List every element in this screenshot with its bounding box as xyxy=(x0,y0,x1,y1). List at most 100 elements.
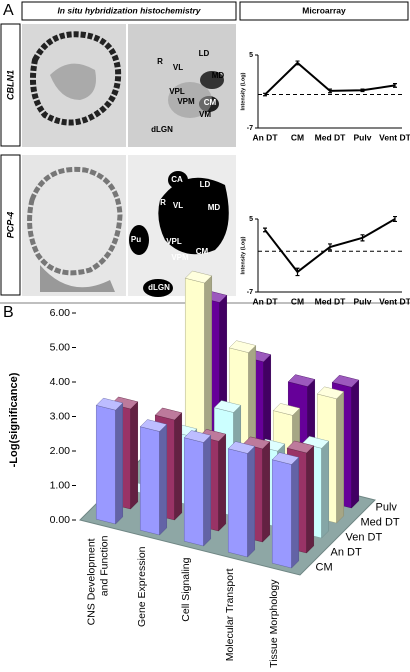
depth-label: Ven DT xyxy=(346,531,383,543)
bar-side xyxy=(262,441,270,543)
image-label: VM xyxy=(199,110,211,119)
header-box xyxy=(21,1,237,21)
bar-front xyxy=(96,405,116,525)
y-tick-label: 3.00 xyxy=(50,410,71,422)
image-label: MD xyxy=(208,203,221,212)
x-tick-label: Med DT xyxy=(315,296,347,306)
bar xyxy=(271,452,300,569)
x-tick-label: Gene Expression xyxy=(136,546,148,627)
error-bar xyxy=(393,215,397,223)
histology-image xyxy=(22,155,236,297)
error-bar xyxy=(360,88,365,93)
image-label: MD xyxy=(212,71,225,80)
image-label: VPL xyxy=(169,87,185,96)
row-label: CBLN1 xyxy=(5,70,15,100)
row-box xyxy=(0,154,21,296)
x-tick-label: Vent DT xyxy=(379,296,410,306)
x-tick-label: Tissue Morphology xyxy=(268,579,280,668)
x-tick-label: Molecular Transport xyxy=(224,568,236,661)
bar-top xyxy=(272,403,301,416)
x-tick-label: CNS Development and Function xyxy=(85,535,110,625)
x-tick-label: Pulv xyxy=(354,132,372,142)
y-axis-label: -Log(significance) xyxy=(8,372,20,467)
bar-top xyxy=(95,397,124,411)
bar-top xyxy=(227,441,256,454)
error-bar xyxy=(360,234,365,242)
error-bar xyxy=(328,88,332,94)
bar-top xyxy=(184,270,213,284)
bar-top xyxy=(286,440,315,454)
image-label: VPL xyxy=(166,237,182,246)
bar-top xyxy=(183,430,212,443)
y-tick-label: 6.00 xyxy=(50,307,71,319)
bar-side xyxy=(247,445,255,558)
bar-top xyxy=(213,400,242,413)
depth-label: An DT xyxy=(331,546,362,558)
x-tick-label: Med DT xyxy=(315,132,347,142)
bar-top xyxy=(271,452,300,465)
image-label: Pu xyxy=(131,235,141,244)
bar-side xyxy=(351,379,359,509)
bar-top xyxy=(154,407,183,421)
error-bar xyxy=(328,243,332,251)
bar-front xyxy=(272,459,292,569)
image-label: CM xyxy=(204,98,217,107)
y-tick-label: 1.00 xyxy=(50,479,71,491)
y-axis-label: Intensity (Log) xyxy=(240,236,246,274)
bar-front xyxy=(140,426,160,536)
image-label: CM xyxy=(196,247,209,256)
row-label: PCP-4 xyxy=(5,212,15,239)
bar-side xyxy=(336,391,344,524)
bar-top xyxy=(316,386,345,400)
depth-label: Med DT xyxy=(361,516,400,528)
x-tick-label: CM xyxy=(291,296,304,306)
bar-side xyxy=(321,440,329,539)
image-label: CA xyxy=(171,175,183,184)
x-tick-label: Vent DT xyxy=(379,132,410,142)
bar-side xyxy=(291,456,299,569)
bar-top xyxy=(287,374,316,387)
image-label: LD xyxy=(199,49,210,58)
error-bar xyxy=(295,267,300,277)
error-bar xyxy=(295,60,300,66)
bar-top xyxy=(242,436,271,450)
panel-label: B xyxy=(3,304,14,321)
y-tick-label: 5.00 xyxy=(50,341,71,353)
x-tick-label: An DT xyxy=(252,132,278,142)
bar xyxy=(227,441,256,558)
y-tick-label: 4.00 xyxy=(50,376,71,388)
x-tick-label: Cell Signaling xyxy=(180,557,192,621)
bar-top xyxy=(198,429,227,442)
bar-side xyxy=(174,412,182,521)
bar-side xyxy=(203,434,211,547)
bar-side xyxy=(159,423,167,536)
y-axis-label: Intensity (Log) xyxy=(240,72,246,110)
image-label: VPM xyxy=(171,253,189,262)
bar-top xyxy=(331,375,360,388)
y-tick-label: 0.00 xyxy=(50,514,71,526)
image-label: VL xyxy=(173,201,183,210)
image-label: LD xyxy=(200,180,211,189)
bar-side xyxy=(130,401,138,510)
bar-top xyxy=(110,396,139,410)
bar xyxy=(316,386,345,524)
histology-image xyxy=(22,24,236,147)
image-label: dLGN xyxy=(151,125,173,134)
error-bar xyxy=(263,227,267,233)
bar xyxy=(183,430,212,547)
y-tick-label: 5 xyxy=(249,216,253,223)
row-box xyxy=(0,23,21,147)
bar-top xyxy=(139,419,168,432)
panel-label: A xyxy=(3,2,14,19)
bar-top xyxy=(228,340,257,353)
image-label: R xyxy=(157,57,163,66)
y-tick-label: -7 xyxy=(247,125,253,132)
bar-front xyxy=(228,448,248,558)
depth-label: Pulv xyxy=(376,501,398,513)
x-tick-label: CM xyxy=(291,132,304,142)
y-tick-label: 2.00 xyxy=(50,445,71,457)
header-box xyxy=(239,1,409,21)
y-tick-label: -7 xyxy=(247,289,253,296)
bar-front xyxy=(184,437,204,547)
image-label: dLGN xyxy=(148,283,170,292)
